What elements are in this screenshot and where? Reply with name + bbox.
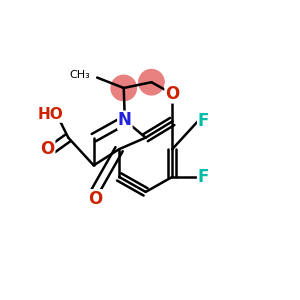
Text: O: O [88, 190, 102, 208]
Text: F: F [198, 168, 209, 186]
Text: CH₃: CH₃ [70, 70, 90, 80]
Text: HO: HO [38, 107, 64, 122]
Text: O: O [165, 85, 179, 103]
Circle shape [139, 70, 164, 95]
Text: N: N [118, 111, 132, 129]
Text: O: O [40, 140, 55, 158]
Text: F: F [198, 112, 209, 130]
Circle shape [111, 75, 136, 101]
